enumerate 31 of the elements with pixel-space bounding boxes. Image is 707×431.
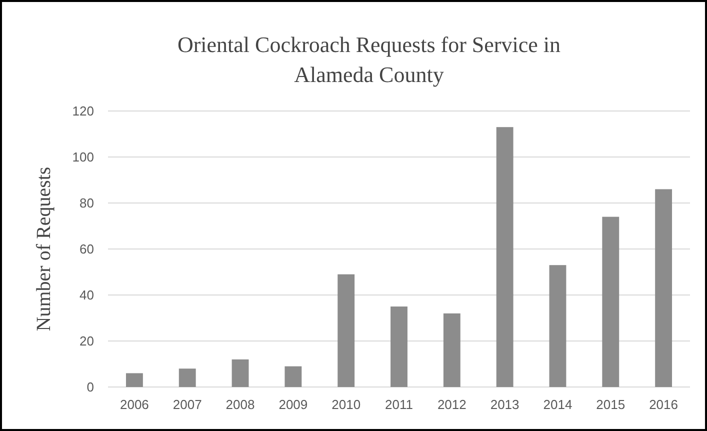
x-tick-label: 2009: [278, 397, 308, 412]
bar: [284, 366, 302, 387]
x-tick-label: 2007: [172, 397, 202, 412]
x-tick-label: 2016: [649, 397, 678, 412]
bar: [549, 265, 566, 387]
x-tick-label: 2008: [226, 397, 255, 412]
bar: [443, 313, 460, 387]
y-tick-label: 40: [80, 288, 94, 303]
bar: [178, 368, 196, 387]
bar: [655, 189, 672, 387]
bar: [338, 274, 355, 387]
y-tick-label: 100: [72, 150, 94, 165]
y-tick-label: 60: [80, 242, 94, 257]
bar: [390, 306, 408, 387]
bar: [602, 216, 620, 387]
x-tick-label: 2015: [596, 397, 626, 412]
y-tick-label: 120: [72, 104, 94, 119]
bar: [496, 127, 514, 387]
x-tick-label: 2006: [120, 397, 149, 412]
chart-title: Oriental Cockroach Requests for Service in Alameda County: [177, 32, 561, 87]
y-tick-label: 80: [80, 196, 94, 211]
y-tick-label: 20: [80, 334, 94, 349]
x-tick-label: 2010: [332, 397, 361, 412]
x-tick-label: 2012: [437, 397, 466, 412]
x-tick-label: 2014: [543, 397, 572, 412]
bar: [232, 359, 249, 387]
x-tick-label: 2013: [490, 397, 520, 412]
y-axis-title: Number of Requests: [33, 166, 55, 332]
y-tick-label: 0: [86, 380, 94, 395]
x-tick-label: 2011: [385, 397, 413, 412]
bar: [126, 373, 143, 387]
